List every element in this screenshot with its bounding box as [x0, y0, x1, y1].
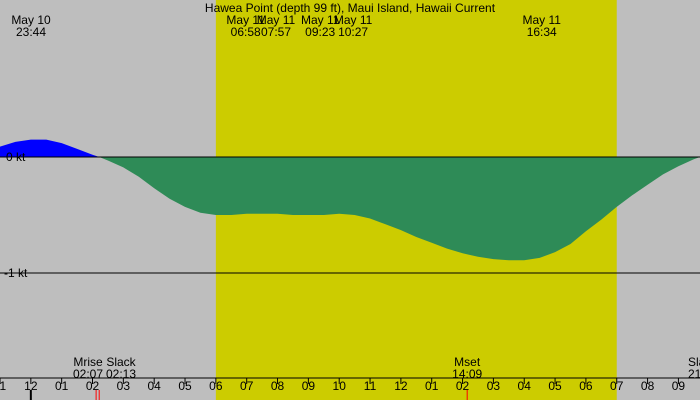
hour-tick-label: 02	[86, 379, 100, 393]
hour-tick-label: 03	[117, 379, 131, 393]
chart-title: Hawea Point (depth 99 ft), Maui Island, …	[205, 1, 496, 15]
event-time-label: 23:44	[16, 25, 46, 39]
bottom-event-name: Mrise	[73, 355, 103, 369]
current-area-layer	[0, 139, 700, 261]
hour-tick-label: 08	[271, 379, 285, 393]
hour-tick-label: 07	[240, 379, 254, 393]
hour-tick-label: 11	[0, 379, 7, 393]
hour-tick-label: 12	[394, 379, 408, 393]
hour-tick-label: 11	[364, 379, 377, 393]
hour-tick-label: 06	[209, 379, 223, 393]
hour-tick-label: 05	[548, 379, 562, 393]
hour-tick-label: 10	[333, 379, 347, 393]
event-time-label: 06:58	[231, 25, 261, 39]
event-date-label: May 11	[226, 13, 265, 27]
hour-tick-label: 02	[456, 379, 470, 393]
event-time-label: 07:57	[261, 25, 291, 39]
hour-tick-label: 05	[178, 379, 192, 393]
hour-tick-label: 01	[425, 379, 439, 393]
event-date-label: May 10	[11, 13, 51, 27]
event-date-label: May 11	[301, 13, 340, 27]
hour-tick-label: 09	[302, 379, 316, 393]
event-time-label: 09:23	[305, 25, 335, 39]
bottom-event-time: 21	[688, 367, 700, 381]
hour-tick-label: 04	[148, 379, 162, 393]
event-date-label: May 11	[334, 13, 373, 27]
event-time-label: 10:27	[338, 25, 368, 39]
hour-axis: 11 12 01 02 03 04 05 06 07 08 09 10 11 12 01 02 03 04 05 06…	[0, 377, 700, 400]
event-time-label: 16:34	[527, 25, 557, 39]
event-date-label: May 11	[257, 13, 296, 27]
ebb-current-area	[0, 157, 700, 261]
bottom-event-name: Sla	[688, 355, 700, 369]
hour-tick-label: 08	[641, 379, 655, 393]
hour-tick-label: 03	[487, 379, 501, 393]
hour-tick-label: 04	[518, 379, 532, 393]
bottom-event-name: Mset	[454, 355, 481, 369]
hour-tick-label: 01	[55, 379, 69, 393]
bottom-event-name: Slack	[106, 355, 136, 369]
hour-tick-label: 09	[672, 379, 686, 393]
flood-current-area	[0, 139, 700, 157]
hour-tick-label: 06	[579, 379, 593, 393]
hour-tick-label: 07	[610, 379, 624, 393]
hour-tick-label: 12	[24, 379, 38, 393]
event-date-label: May 11	[522, 13, 561, 27]
